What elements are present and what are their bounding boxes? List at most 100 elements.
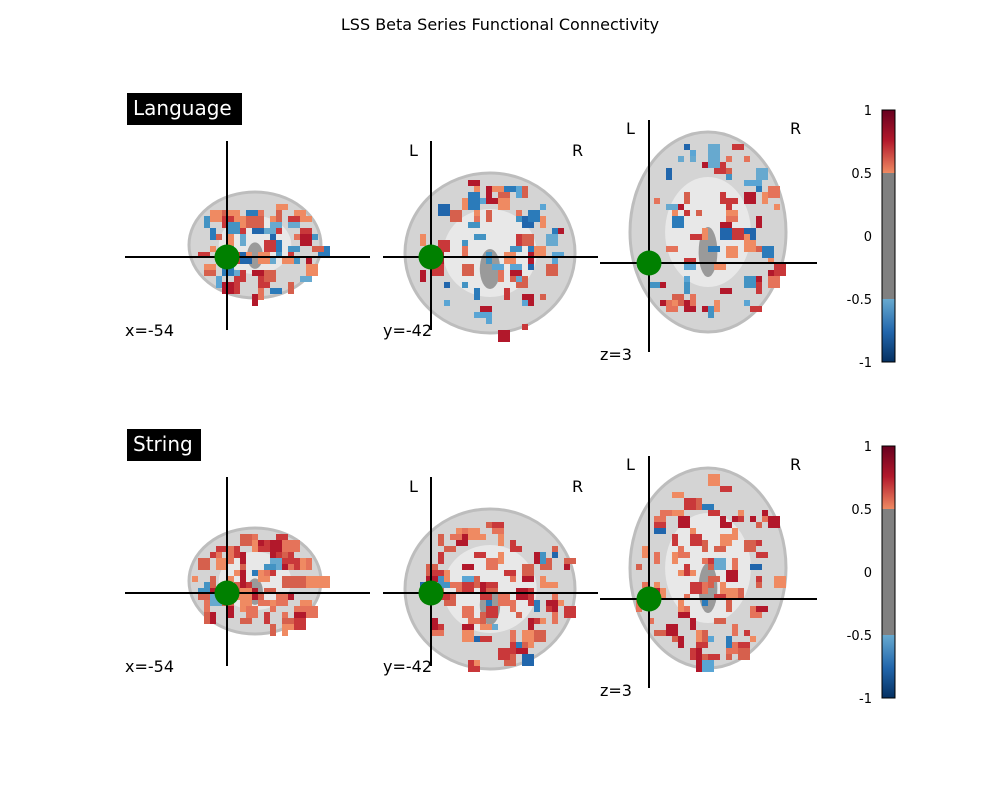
connectivity-voxel (468, 180, 480, 186)
connectivity-voxel (708, 636, 714, 642)
connectivity-voxel (264, 240, 276, 252)
connectivity-voxel (522, 300, 528, 306)
connectivity-voxel (534, 630, 546, 642)
connectivity-voxel (708, 654, 720, 660)
connectivity-voxel (738, 642, 750, 648)
connectivity-voxel (528, 216, 540, 222)
panel-string: String x=-54 y=-42 L Rz=3 L R 1 0.5 0 -0.5 -1 (125, 429, 896, 707)
connectivity-voxel (690, 618, 696, 630)
connectivity-voxel (288, 246, 300, 252)
connectivity-voxel (720, 192, 726, 204)
connectivity-voxel (768, 276, 780, 288)
connectivity-voxel (756, 282, 762, 294)
cut-coordinate-label: x=-54 (125, 321, 174, 340)
connectivity-voxel (552, 612, 558, 624)
panel-language: Language x=-54 y=-42 L Rz=3 L R 1 0.5 0 -0.5 -1 (125, 93, 896, 371)
connectivity-voxel (474, 312, 486, 318)
connectivity-voxel (240, 582, 246, 588)
connectivity-voxel (474, 234, 486, 240)
colorbar-tick-label: 0.5 (851, 503, 872, 518)
connectivity-voxel (474, 660, 480, 666)
connectivity-voxel (702, 630, 708, 642)
connectivity-voxel (660, 510, 672, 516)
connectivity-voxel (288, 540, 300, 552)
connectivity-voxel (240, 552, 246, 564)
connectivity-voxel (726, 210, 738, 216)
connectivity-voxel (534, 618, 540, 624)
connectivity-voxel (216, 552, 222, 558)
connectivity-voxel (192, 576, 198, 582)
connectivity-voxel (726, 174, 732, 180)
connectivity-voxel (756, 216, 762, 228)
connectivity-voxel (300, 276, 312, 282)
connectivity-voxel (546, 606, 552, 612)
connectivity-voxel (270, 600, 276, 606)
connectivity-voxel (204, 216, 210, 228)
connectivity-voxel (282, 258, 294, 264)
connectivity-voxel (552, 258, 558, 264)
connectivity-voxel (294, 612, 306, 618)
connectivity-voxel (510, 630, 516, 642)
connectivity-voxel (228, 222, 240, 234)
connectivity-voxel (270, 624, 276, 636)
cut-sagittal: x=-54 (125, 141, 370, 340)
connectivity-voxel (732, 558, 738, 570)
connectivity-voxel (486, 312, 492, 324)
connectivity-voxel (744, 300, 750, 306)
colorbar-tick-label: 0 (864, 566, 872, 581)
connectivity-voxel (732, 624, 738, 636)
connectivity-voxel (264, 612, 270, 624)
connectivity-voxel (216, 276, 222, 288)
connectivity-voxel (684, 264, 696, 270)
connectivity-voxel (246, 606, 258, 618)
connectivity-voxel (738, 510, 744, 516)
connectivity-voxel (654, 522, 666, 528)
cut-coordinate-label: x=-54 (125, 657, 174, 676)
cut-axial: z=3 L R (600, 119, 817, 364)
connectivity-voxel (498, 330, 510, 342)
connectivity-voxel (672, 300, 678, 306)
connectivity-voxel (564, 558, 576, 564)
seed-marker (418, 244, 444, 270)
connectivity-voxel (432, 570, 444, 576)
connectivity-voxel (198, 588, 204, 594)
connectivity-voxel (714, 300, 720, 312)
connectivity-voxel (228, 234, 234, 246)
connectivity-voxel (564, 606, 576, 618)
connectivity-voxel (474, 186, 480, 192)
connectivity-voxel (486, 198, 498, 204)
connectivity-voxel (264, 270, 276, 282)
connectivity-voxel (552, 228, 558, 234)
connectivity-voxel (672, 216, 684, 228)
connectivity-voxel (720, 534, 732, 546)
connectivity-voxel (468, 198, 480, 210)
connectivity-voxel (510, 540, 516, 546)
connectivity-voxel (264, 570, 270, 576)
connectivity-voxel (708, 144, 720, 156)
connectivity-voxel (768, 270, 774, 276)
connectivity-voxel (678, 612, 690, 618)
connectivity-voxel (546, 264, 558, 276)
connectivity-voxel (516, 210, 522, 216)
connectivity-voxel (678, 600, 684, 612)
connectivity-voxel (738, 648, 750, 660)
connectivity-voxel (720, 582, 726, 594)
connectivity-voxel (510, 546, 522, 552)
connectivity-voxel (726, 246, 738, 258)
colorbar-gradient (881, 109, 896, 363)
connectivity-voxel (288, 222, 300, 228)
connectivity-voxel (636, 564, 642, 570)
connectivity-voxel (744, 156, 750, 162)
connectivity-voxel (246, 216, 258, 228)
connectivity-voxel (684, 258, 696, 264)
connectivity-voxel (216, 234, 222, 240)
connectivity-voxel (756, 552, 768, 558)
connectivity-voxel (744, 630, 750, 636)
connectivity-voxel (768, 258, 774, 264)
connectivity-voxel (486, 600, 492, 606)
connectivity-voxel (696, 498, 702, 504)
cut-coordinate-label: y=-42 (383, 321, 432, 340)
connectivity-voxel (210, 246, 216, 252)
connectivity-voxel (756, 180, 762, 186)
connectivity-voxel (474, 216, 480, 222)
